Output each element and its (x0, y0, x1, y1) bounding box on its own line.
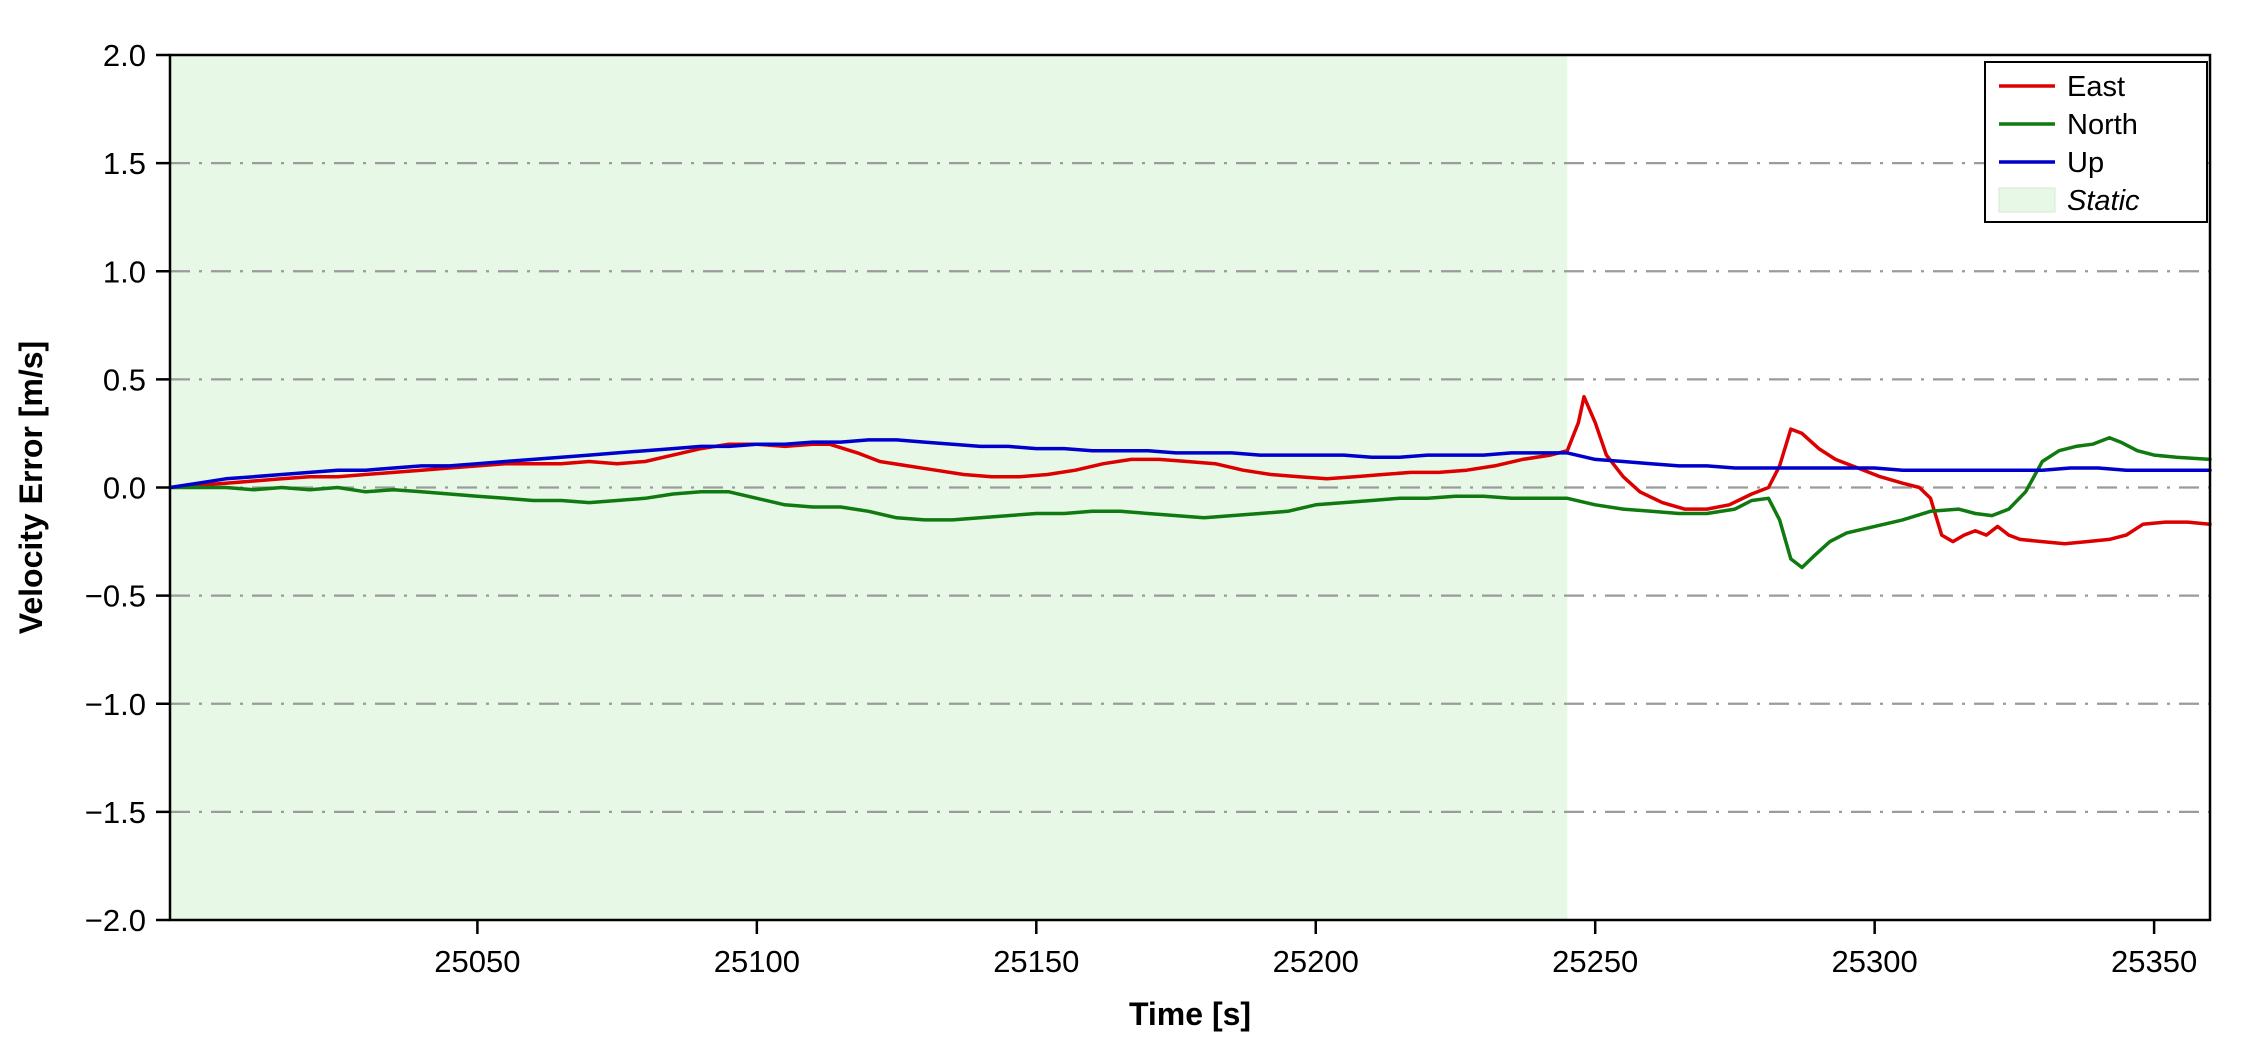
x-tick-label: 25350 (2111, 944, 2197, 979)
series-line-east (168, 394, 2212, 546)
legend-label-up: Up (2067, 147, 2104, 179)
legend-label-east: East (2067, 71, 2125, 103)
y-tick-label: −1.0 (85, 687, 146, 722)
y-tick-label: −2.0 (85, 903, 146, 938)
x-tick-label: 25250 (1552, 944, 1638, 979)
y-tick-label: 2.0 (103, 38, 146, 73)
y-tick-label: 0.5 (103, 362, 146, 397)
x-tick-label: 25150 (993, 944, 1079, 979)
y-axis-label: Velocity Error [m/s] (13, 341, 49, 634)
y-tick-label: 1.5 (103, 146, 146, 181)
legend-label-static: Static (2067, 185, 2140, 217)
x-tick-label: 25050 (434, 944, 520, 979)
y-tick-label: 1.0 (103, 254, 146, 289)
legend-label-north: North (2067, 109, 2138, 141)
y-tick-label: −1.5 (85, 795, 146, 830)
legend-swatch-static (1998, 187, 2056, 213)
legend: East North Up Static (1984, 61, 2208, 223)
series-line-up (168, 438, 2212, 490)
x-tick-label: 25200 (1273, 944, 1359, 979)
y-tick-label: −0.5 (85, 579, 146, 614)
x-tick-label: 25300 (1832, 944, 1918, 979)
x-axis-label: Time [s] (1129, 996, 1251, 1032)
x-tick-label: 25100 (714, 944, 800, 979)
y-tick-label: 0.0 (103, 471, 146, 506)
series-line-north (168, 436, 2212, 570)
